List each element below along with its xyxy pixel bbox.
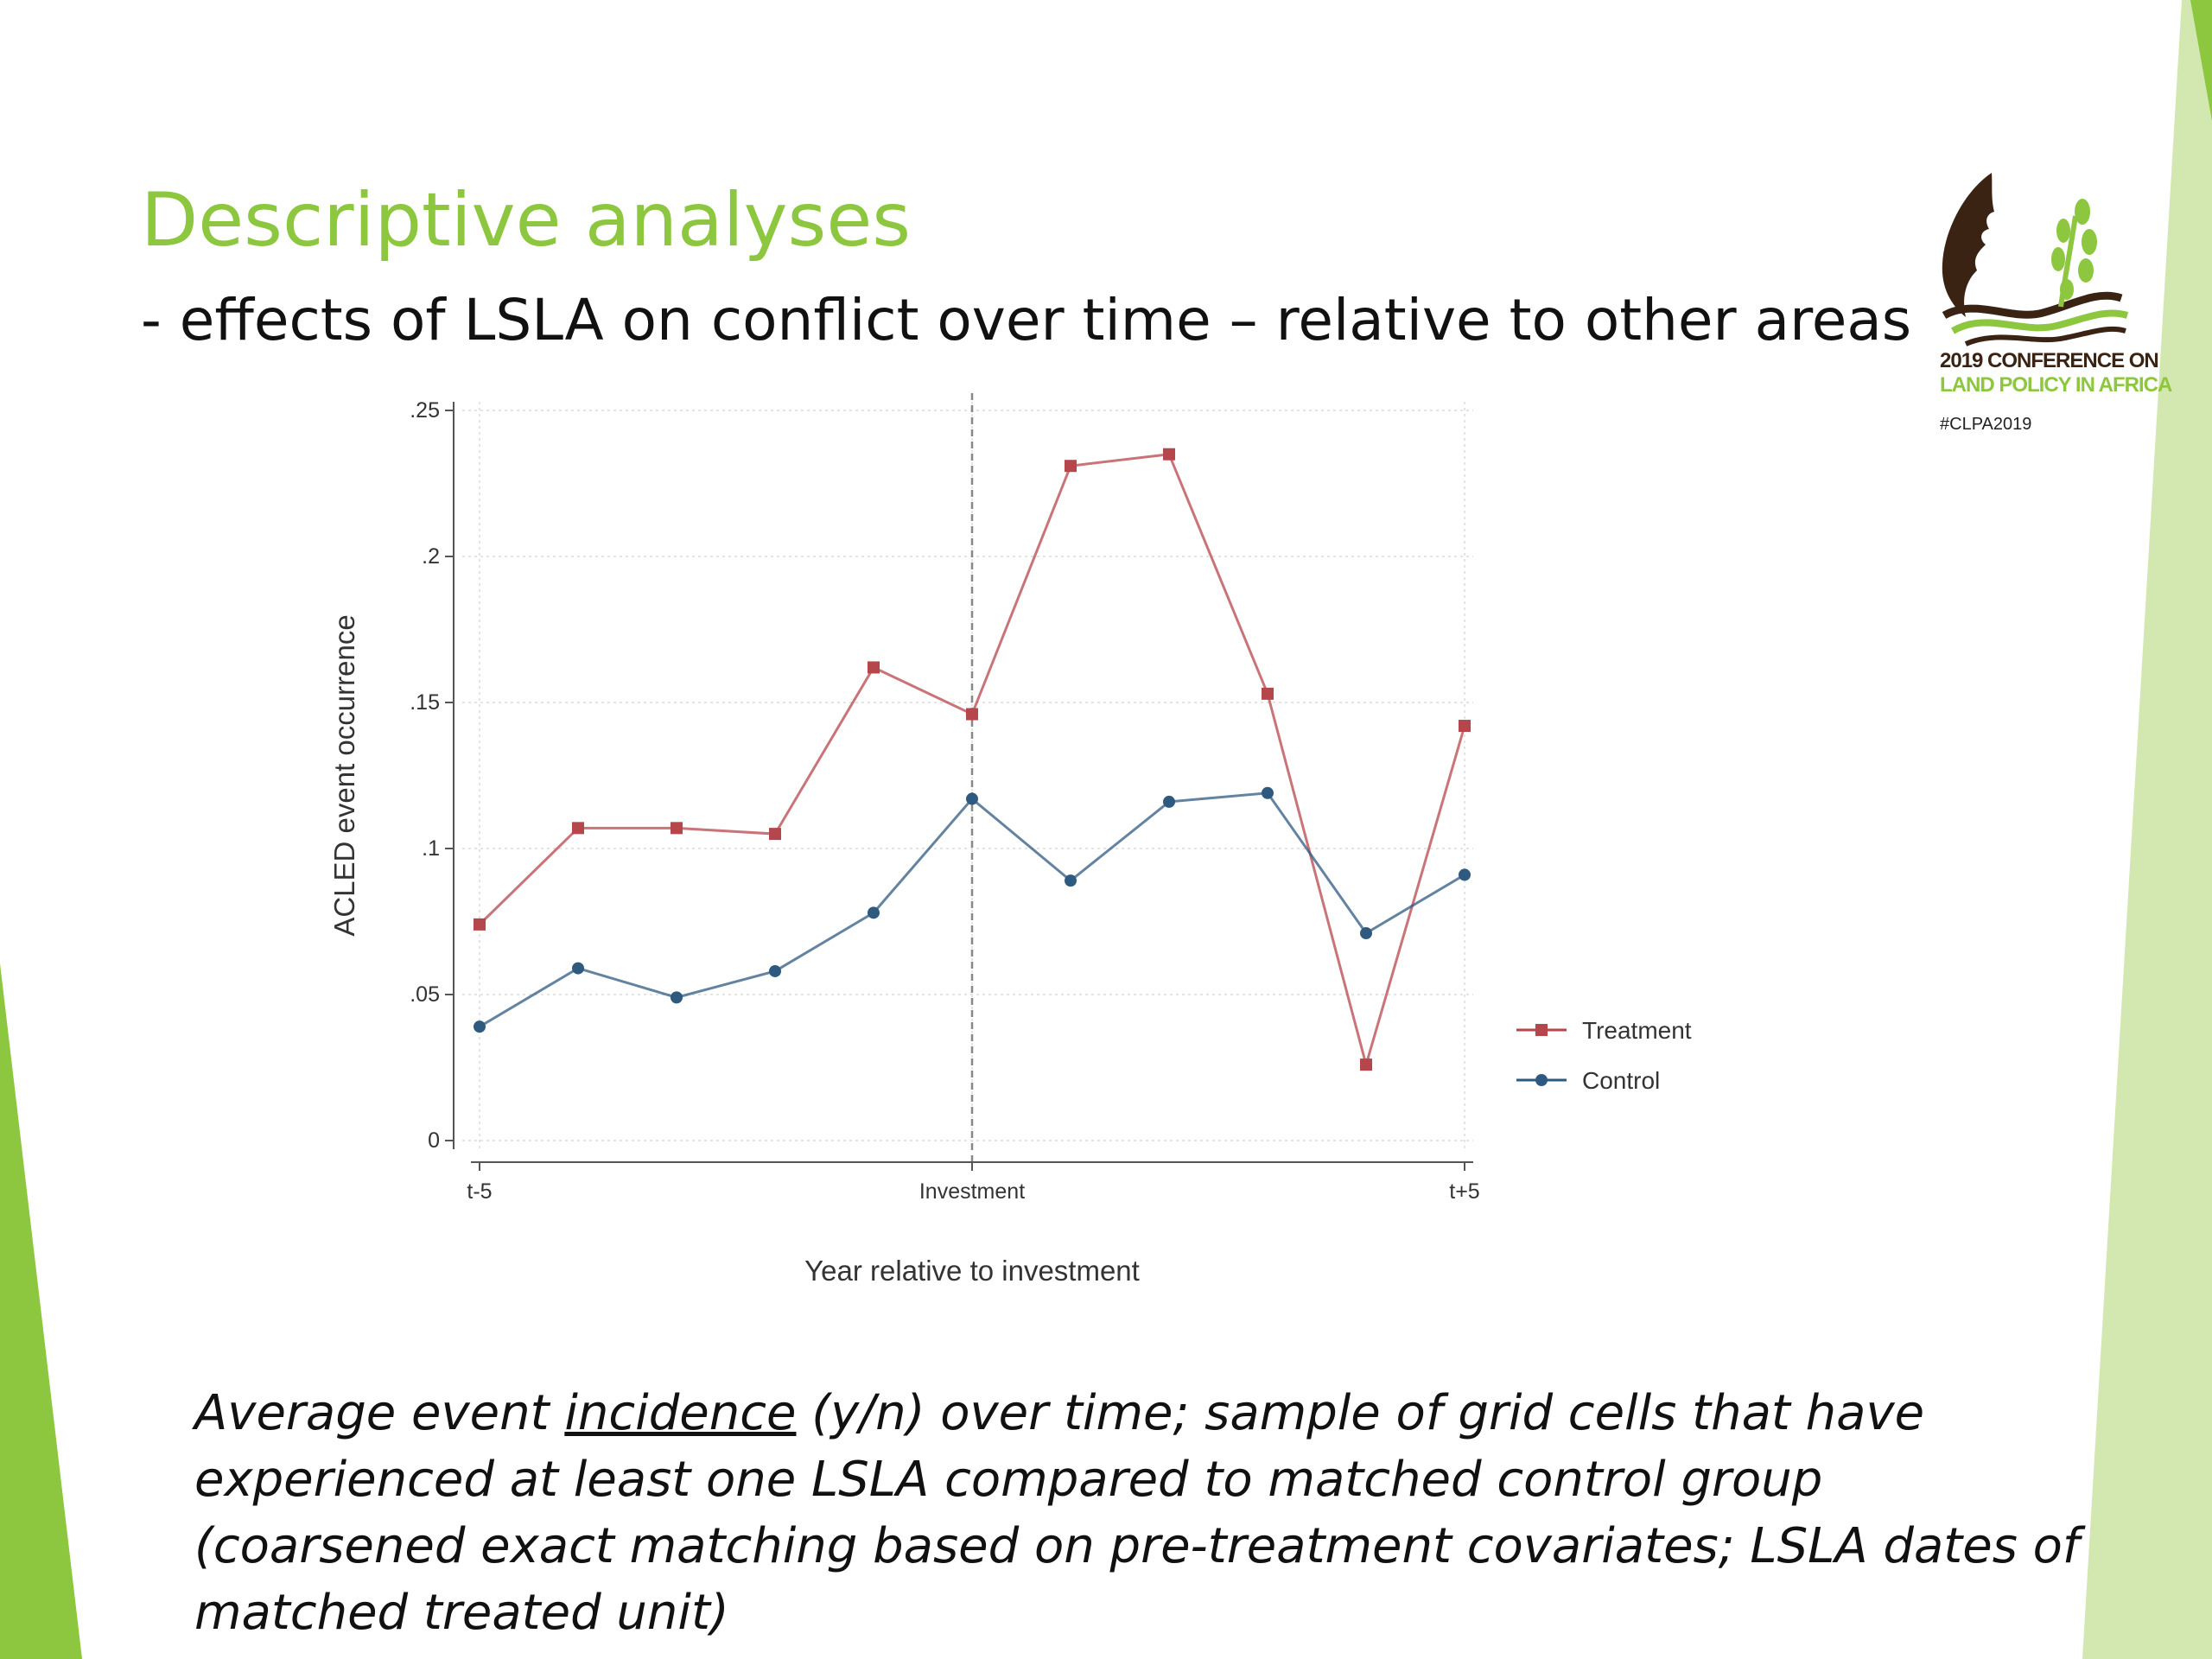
sprout-icon (2058, 215, 2078, 308)
y-tick-label: .05 (410, 982, 440, 1007)
legend-label-treatment: Treatment (1582, 1017, 1692, 1044)
data-point-control (572, 962, 584, 975)
data-point-treatment (1065, 460, 1077, 473)
data-point-control (966, 792, 978, 805)
caption-underlined-word: incidence (564, 1385, 797, 1441)
x-tick-label: t-5 (467, 1179, 492, 1204)
data-point-treatment (474, 918, 486, 931)
right-green-wedge (2190, 0, 2212, 121)
data-point-control (1163, 795, 1175, 808)
x-axis-label: Year relative to investment (804, 1255, 1140, 1287)
conference-logo (1942, 173, 2129, 346)
left-green-wedge (0, 963, 82, 1659)
right-light-green-band (2082, 0, 2212, 1659)
legend: Treatment Control (1516, 1017, 1692, 1094)
data-point-treatment (966, 708, 978, 721)
data-point-treatment (769, 828, 781, 841)
data-point-treatment (1163, 448, 1175, 461)
data-point-treatment (1459, 720, 1471, 733)
data-point-control (868, 906, 880, 919)
x-tick-label: Investment (919, 1179, 1025, 1204)
data-point-control (671, 991, 683, 1004)
data-point-treatment (671, 822, 683, 835)
caption-text-start: Average event (194, 1385, 565, 1441)
axes: 0 .05 .1 .15 .2 .25 t-5 Investment t+5 (410, 398, 1479, 1204)
y-axis-label: ACLED event occurrence (328, 614, 360, 936)
data-point-control (1262, 786, 1274, 799)
y-tick-label: .25 (410, 398, 440, 423)
data-series (474, 448, 1471, 1071)
legend-marker-control (1535, 1074, 1548, 1086)
data-point-treatment (1262, 687, 1274, 700)
logo-text-line2: LAND POLICY IN AFRICA (1940, 373, 2172, 397)
legend-label-control: Control (1582, 1067, 1660, 1094)
y-tick-label: .2 (422, 544, 440, 569)
line-chart: 0 .05 .1 .15 .2 .25 t-5 Investment t+5 Treatment… (328, 393, 1692, 1287)
logo-text-line1: 2019 CONFERENCE ON (1940, 349, 2159, 372)
data-point-treatment (1360, 1058, 1372, 1071)
data-point-control (474, 1020, 486, 1033)
caption-text-end: (y/n) over time; sample of grid cells th… (194, 1385, 2080, 1641)
y-tick-label: .1 (422, 836, 440, 861)
legend-marker-treatment (1535, 1024, 1548, 1036)
grid-lines (462, 393, 1473, 1162)
face-silhouette-icon (1942, 173, 1994, 317)
data-point-treatment (868, 661, 880, 674)
x-tick-label: t+5 (1449, 1179, 1479, 1204)
y-tick-label: 0 (428, 1128, 440, 1153)
y-tick-label: .15 (410, 690, 440, 715)
slide-caption: Average event incidence (y/n) over time;… (194, 1380, 2095, 1646)
data-point-control (769, 964, 781, 977)
data-point-control (1360, 927, 1372, 940)
slide-title: Descriptive analyses (141, 177, 912, 264)
data-point-treatment (572, 822, 584, 835)
slide-subtitle: - effects of LSLA on conflict over time … (141, 287, 1912, 353)
logo-hashtag: #CLPA2019 (1940, 415, 2032, 434)
data-point-control (1459, 868, 1471, 881)
data-point-control (1065, 874, 1077, 887)
